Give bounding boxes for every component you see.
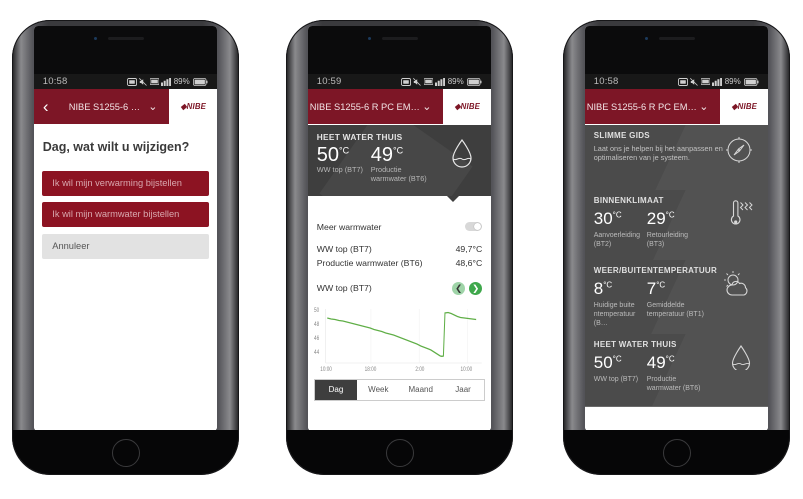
svg-text:48: 48 [314, 321, 319, 328]
svg-text:18:00: 18:00 [364, 366, 376, 373]
svg-text:10:00: 10:00 [320, 366, 332, 373]
svg-text:44: 44 [314, 349, 319, 356]
svg-text:46: 46 [314, 335, 319, 342]
svg-text:50: 50 [314, 307, 319, 314]
svg-text:2:00: 2:00 [415, 366, 424, 373]
svg-text:10:00: 10:00 [460, 366, 472, 373]
